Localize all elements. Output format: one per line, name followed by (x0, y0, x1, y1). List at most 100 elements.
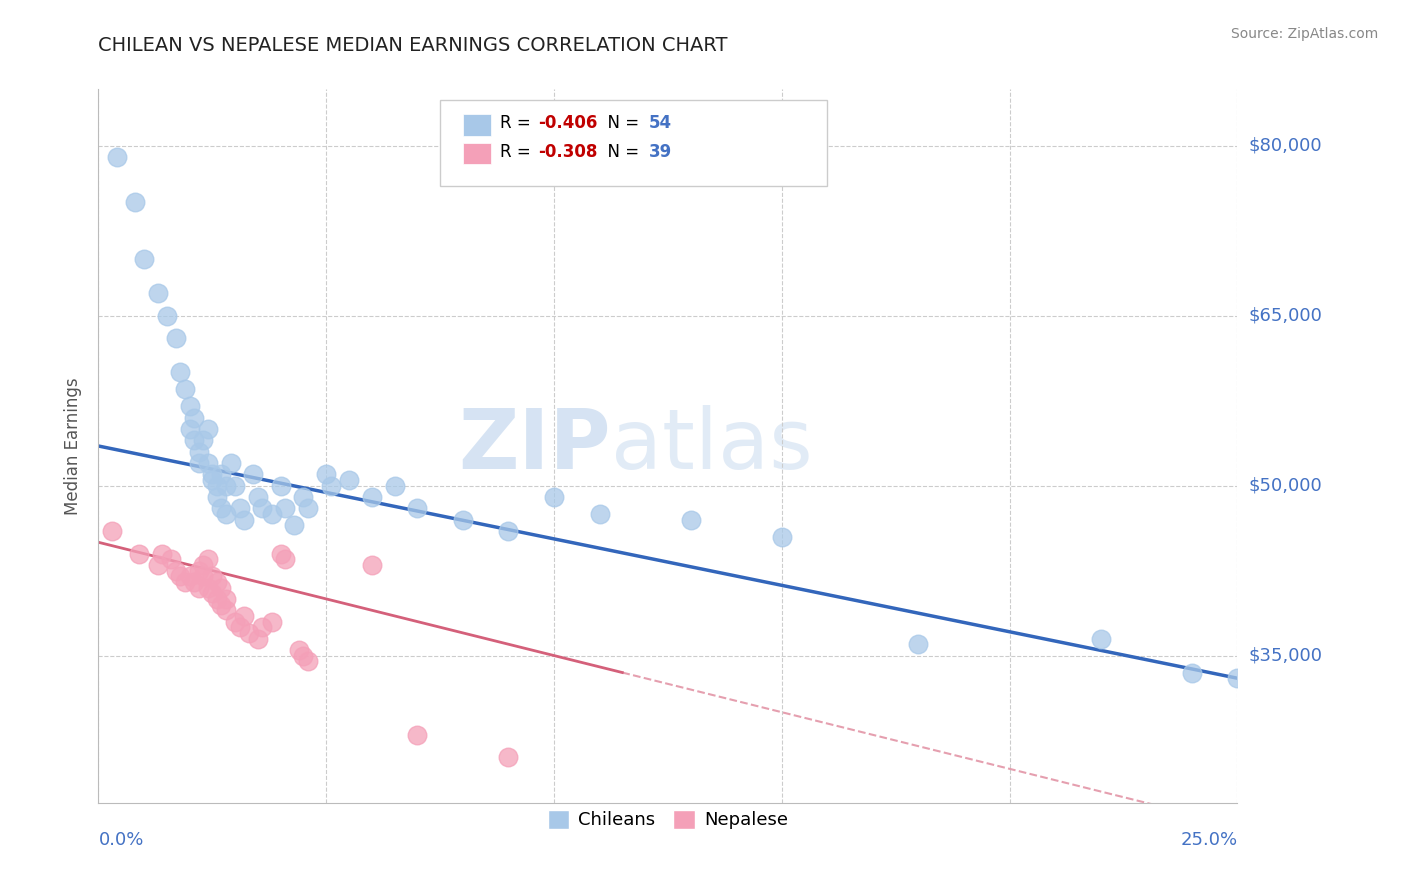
Point (498, 524, 520, 538)
Point (205, 591, 228, 606)
Point (406, 501, 429, 516)
Point (543, 490, 565, 504)
Point (169, 365, 191, 379)
Point (224, 615, 246, 629)
Point (451, 513, 474, 527)
Point (242, 467, 264, 482)
Point (228, 620, 250, 634)
Point (233, 608, 256, 623)
Point (228, 501, 250, 516)
Point (160, 552, 183, 566)
Text: 25.0%: 25.0% (1180, 830, 1237, 848)
Point (292, 490, 315, 504)
Point (406, 728, 429, 742)
Point (246, 632, 269, 646)
Point (224, 478, 246, 492)
Point (201, 569, 224, 583)
Point (187, 456, 209, 470)
Point (260, 615, 283, 629)
Text: $50,000: $50,000 (1249, 476, 1322, 495)
Text: R =: R = (501, 143, 537, 161)
Point (274, 552, 297, 566)
Point (197, 552, 219, 566)
Point (101, 524, 124, 538)
Point (270, 547, 292, 561)
Point (179, 569, 201, 583)
Point (252, 620, 274, 634)
Y-axis label: Median Earnings: Median Earnings (65, 377, 83, 515)
Text: ZIP: ZIP (458, 406, 612, 486)
Point (297, 654, 319, 668)
Bar (463, 114, 491, 136)
Point (124, 195, 146, 210)
Point (183, 434, 205, 448)
Text: N =: N = (598, 143, 644, 161)
Point (270, 478, 292, 492)
Point (187, 444, 209, 458)
FancyBboxPatch shape (440, 100, 827, 186)
Point (174, 574, 197, 589)
Point (360, 490, 382, 504)
Point (146, 558, 169, 572)
Point (260, 507, 283, 521)
Text: 39: 39 (648, 143, 672, 161)
Point (907, 637, 929, 651)
Point (201, 473, 224, 487)
Point (197, 422, 219, 436)
Point (319, 478, 342, 492)
Point (146, 286, 169, 301)
Point (384, 478, 406, 492)
Point (238, 626, 260, 640)
Point (215, 478, 238, 492)
Text: 0.0%: 0.0% (98, 830, 143, 848)
Legend: Chileans, Nepalese: Chileans, Nepalese (540, 803, 796, 837)
Point (165, 564, 187, 578)
Point (498, 750, 520, 764)
Point (209, 598, 232, 612)
Text: $80,000: $80,000 (1249, 136, 1322, 155)
Point (360, 558, 382, 572)
Point (183, 574, 205, 589)
Point (187, 564, 209, 578)
Point (105, 150, 128, 164)
Point (1090, 632, 1112, 646)
Text: -0.406: -0.406 (538, 114, 598, 132)
Bar (463, 143, 491, 164)
Point (315, 467, 337, 482)
Point (588, 507, 610, 521)
Point (187, 581, 209, 595)
Point (209, 581, 232, 595)
Point (679, 513, 702, 527)
Text: Source: ZipAtlas.com: Source: ZipAtlas.com (1230, 27, 1378, 41)
Point (205, 478, 228, 492)
Point (219, 456, 242, 470)
Point (165, 331, 187, 345)
Point (215, 591, 238, 606)
Point (246, 490, 269, 504)
Point (209, 467, 232, 482)
Point (201, 467, 224, 482)
Point (215, 507, 238, 521)
Point (174, 383, 197, 397)
Point (1181, 665, 1204, 680)
Point (193, 434, 215, 448)
Point (1226, 671, 1249, 685)
Text: R =: R = (501, 114, 537, 132)
Point (183, 410, 205, 425)
Point (297, 501, 319, 516)
Text: N =: N = (598, 114, 644, 132)
Point (179, 400, 201, 414)
Point (205, 574, 228, 589)
Point (156, 309, 179, 323)
Point (215, 603, 238, 617)
Point (197, 581, 219, 595)
Point (169, 569, 191, 583)
Point (337, 473, 360, 487)
Point (150, 547, 173, 561)
Point (205, 490, 228, 504)
Point (179, 422, 201, 436)
Text: -0.308: -0.308 (538, 143, 598, 161)
Point (201, 586, 224, 600)
Text: CHILEAN VS NEPALESE MEDIAN EARNINGS CORRELATION CHART: CHILEAN VS NEPALESE MEDIAN EARNINGS CORR… (98, 36, 728, 54)
Point (132, 252, 155, 266)
